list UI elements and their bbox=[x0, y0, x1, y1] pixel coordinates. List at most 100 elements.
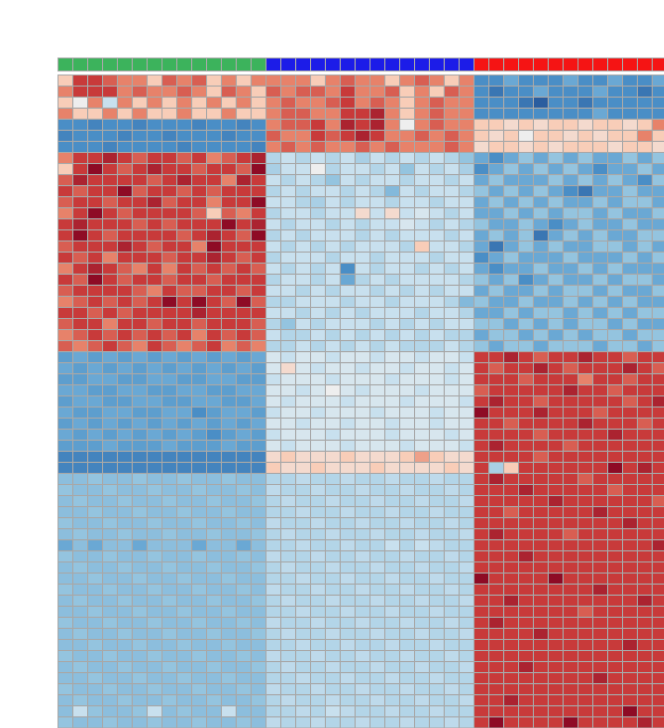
heatmap-cell bbox=[636, 196, 653, 209]
heatmap-cell bbox=[191, 151, 208, 165]
heatmap-cell bbox=[250, 317, 267, 331]
heatmap-cell bbox=[503, 694, 520, 707]
heatmap-cell bbox=[369, 306, 386, 319]
heatmap-cell bbox=[428, 550, 445, 563]
heatmap-cell bbox=[428, 561, 445, 574]
heatmap-cell bbox=[577, 450, 594, 463]
heatmap-cell bbox=[250, 284, 267, 297]
heatmap-cell bbox=[622, 351, 638, 364]
heatmap-cell bbox=[116, 317, 133, 331]
heatmap-cell bbox=[161, 506, 178, 519]
heatmap-cell bbox=[532, 74, 549, 87]
heatmap-cell bbox=[488, 495, 505, 508]
heatmap-cell bbox=[443, 273, 460, 286]
heatmap-cell bbox=[384, 329, 401, 342]
heatmap-cell bbox=[473, 384, 490, 397]
heatmap-cell bbox=[87, 96, 104, 109]
heatmap-cell bbox=[116, 373, 133, 386]
heatmap-cell bbox=[577, 174, 594, 187]
heatmap-cell bbox=[116, 174, 133, 187]
heatmap-cell bbox=[562, 716, 579, 728]
heatmap-cell bbox=[310, 306, 326, 319]
heatmap-cell bbox=[636, 550, 653, 563]
heatmap-cell bbox=[324, 627, 341, 640]
heatmap-cell bbox=[102, 472, 118, 486]
heatmap-cell bbox=[518, 506, 534, 519]
heatmap-cell bbox=[622, 705, 638, 718]
heatmap-cell bbox=[176, 262, 193, 275]
heatmap-cell bbox=[146, 572, 163, 585]
heatmap-cell bbox=[87, 107, 104, 120]
heatmap-cell bbox=[607, 74, 624, 87]
heatmap-cell bbox=[488, 395, 505, 408]
heatmap-cell bbox=[414, 273, 430, 286]
heatmap-cell bbox=[518, 340, 534, 353]
heatmap-cell bbox=[384, 207, 401, 220]
heatmap-cell bbox=[503, 140, 520, 153]
heatmap-cell bbox=[651, 572, 664, 585]
heatmap-cell bbox=[488, 716, 505, 728]
heatmap-cell bbox=[503, 74, 520, 87]
heatmap-cell bbox=[414, 461, 430, 474]
heatmap-cell bbox=[176, 605, 193, 618]
heatmap-cell bbox=[458, 572, 475, 585]
annotation-cell bbox=[161, 57, 178, 72]
heatmap-cell bbox=[235, 251, 252, 264]
heatmap-cell bbox=[577, 317, 594, 331]
heatmap-cell bbox=[116, 694, 133, 707]
heatmap-cell bbox=[532, 672, 549, 685]
heatmap-cell bbox=[280, 207, 297, 220]
heatmap-cell bbox=[220, 151, 237, 165]
heatmap-cell bbox=[250, 351, 267, 364]
heatmap-cell bbox=[131, 395, 148, 408]
heatmap-cell bbox=[250, 229, 267, 242]
heatmap-cell bbox=[592, 395, 609, 408]
heatmap-cell bbox=[532, 495, 549, 508]
heatmap-cell bbox=[131, 373, 148, 386]
heatmap-cell bbox=[354, 461, 371, 474]
heatmap-cell bbox=[607, 517, 624, 530]
heatmap-cell bbox=[384, 705, 401, 718]
heatmap-cell bbox=[339, 174, 356, 187]
heatmap-cell bbox=[206, 240, 222, 253]
heatmap-cell bbox=[414, 495, 430, 508]
heatmap-cell bbox=[488, 683, 505, 696]
heatmap-cell bbox=[116, 472, 133, 486]
heatmap-cell bbox=[339, 351, 356, 364]
heatmap-cell bbox=[280, 140, 297, 153]
heatmap-cell bbox=[220, 196, 237, 209]
heatmap-cell bbox=[488, 539, 505, 552]
heatmap-cell bbox=[265, 694, 282, 707]
heatmap-cell bbox=[384, 284, 401, 297]
heatmap-cell bbox=[384, 594, 401, 607]
heatmap-cell bbox=[503, 362, 520, 375]
heatmap-cell bbox=[443, 362, 460, 375]
heatmap-cell bbox=[235, 484, 252, 497]
heatmap-cell bbox=[250, 240, 267, 253]
heatmap-cell bbox=[369, 517, 386, 530]
heatmap-cell bbox=[562, 627, 579, 640]
heatmap-cell bbox=[399, 140, 416, 153]
heatmap-cell bbox=[146, 240, 163, 253]
heatmap-cell bbox=[235, 85, 252, 98]
annotation-cell bbox=[518, 57, 534, 72]
heatmap-cell bbox=[399, 295, 416, 308]
heatmap-cell bbox=[607, 472, 624, 486]
heatmap-cell bbox=[310, 107, 326, 120]
heatmap-cell bbox=[265, 539, 282, 552]
heatmap-cell bbox=[473, 329, 490, 342]
heatmap-cell bbox=[310, 196, 326, 209]
annotation-cell bbox=[191, 57, 208, 72]
heatmap-cell bbox=[280, 163, 297, 176]
heatmap-cell bbox=[354, 439, 371, 452]
heatmap-cell bbox=[280, 196, 297, 209]
heatmap-cell bbox=[384, 627, 401, 640]
heatmap-cell bbox=[72, 638, 89, 652]
annotation-cell bbox=[428, 57, 445, 72]
heatmap-cell bbox=[295, 373, 312, 386]
heatmap-cell bbox=[220, 262, 237, 275]
heatmap-cell bbox=[473, 572, 490, 585]
heatmap-cell bbox=[607, 295, 624, 308]
heatmap-cell bbox=[354, 406, 371, 419]
heatmap-cell bbox=[72, 583, 89, 596]
